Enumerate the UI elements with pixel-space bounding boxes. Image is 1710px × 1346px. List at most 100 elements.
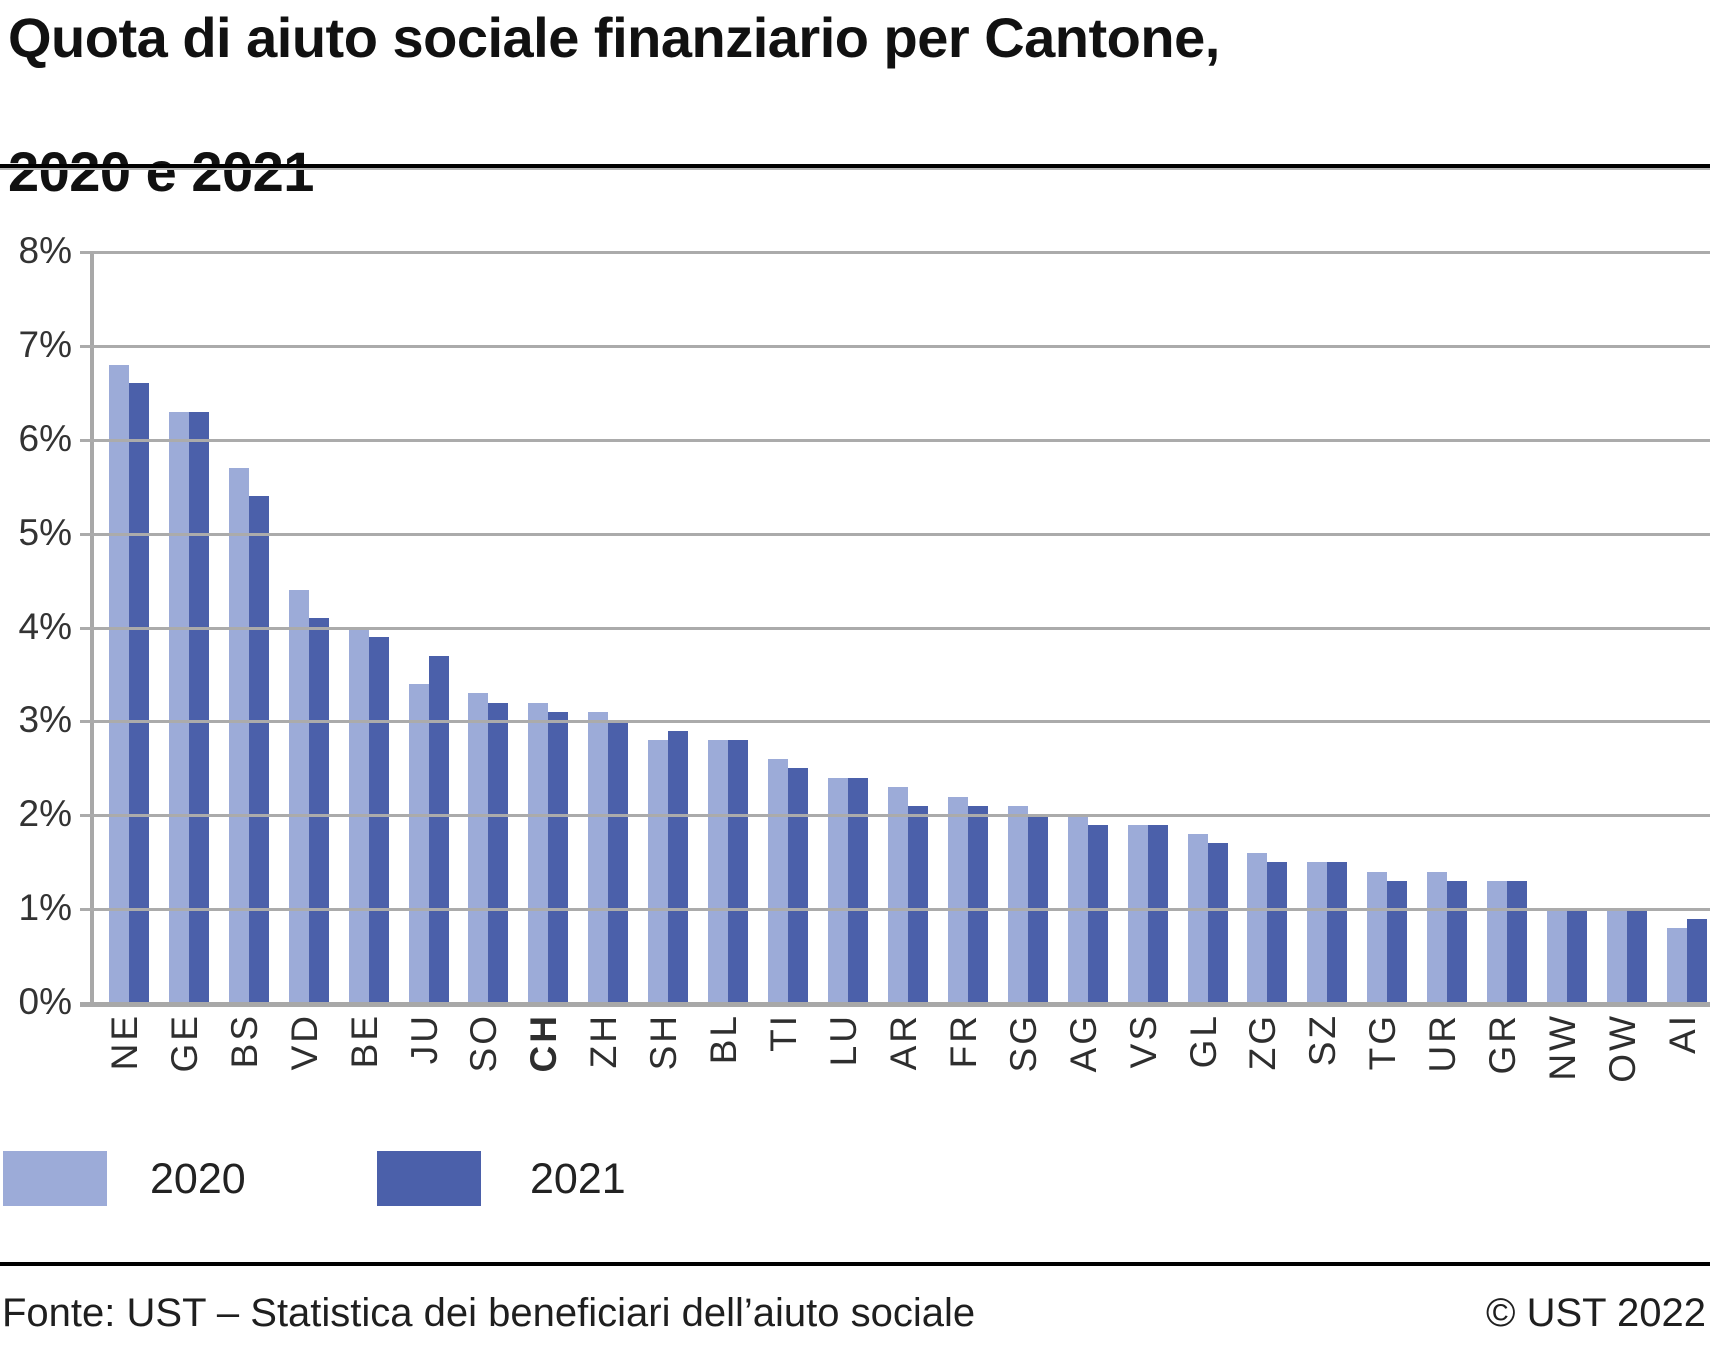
x-tick-label-SG: SG	[1002, 1013, 1044, 1073]
x-tick-label-GR: GR	[1482, 1013, 1524, 1075]
x-cell-SH: SH	[634, 1013, 694, 1113]
bar-BS-2020	[228, 467, 249, 1003]
bar-AR-2020	[887, 787, 908, 1003]
bar-group-LU	[818, 252, 878, 1003]
gridline-5pct	[80, 532, 1710, 536]
x-cell-TI: TI	[754, 1013, 814, 1113]
x-tick-label-AR: AR	[882, 1013, 924, 1071]
bar-BE-2021	[368, 636, 389, 1003]
x-tick-label-SH: SH	[643, 1013, 685, 1071]
bar-SO-2020	[468, 693, 489, 1003]
x-cell-AR: AR	[874, 1013, 934, 1113]
bar-group-NW	[1537, 252, 1597, 1003]
chart-title-line2: 2020 e 2021	[8, 140, 314, 203]
chart-title: Quota di aiuto sociale finanziario per C…	[8, 4, 1702, 205]
x-tick-label-BE: BE	[343, 1013, 385, 1069]
footer-source: Fonte: UST – Statistica dei beneficiari …	[2, 1291, 976, 1335]
bar-SO-2021	[488, 702, 509, 1003]
legend-swatch-2021	[377, 1151, 481, 1206]
x-cell-GR: GR	[1473, 1013, 1533, 1113]
y-tick-label-0pct: 0%	[18, 981, 72, 1022]
x-tick-label-OW: OW	[1602, 1013, 1643, 1083]
bar-BL-2021	[728, 740, 749, 1003]
x-tick-label-BS: BS	[223, 1013, 265, 1069]
bar-group-JU	[399, 252, 459, 1003]
bar-group-UR	[1417, 252, 1477, 1003]
bar-TI-2021	[788, 768, 809, 1003]
bar-NW-2021	[1567, 909, 1588, 1003]
bar-ZH-2020	[588, 712, 609, 1003]
x-cell-OW: OW	[1593, 1013, 1653, 1113]
y-tick-label-4pct: 4%	[18, 605, 72, 647]
x-cell-GE: GE	[155, 1013, 215, 1113]
chart-title-line1: Quota di aiuto sociale finanziario per C…	[8, 6, 1220, 69]
bar-group-VD	[279, 252, 339, 1003]
title-divider	[0, 164, 1710, 170]
x-cell-BL: BL	[694, 1013, 754, 1113]
x-tick-label-AG: AG	[1062, 1013, 1104, 1073]
bar-GL-2020	[1187, 834, 1208, 1003]
bar-group-TI	[758, 252, 818, 1003]
y-tick-label-7pct: 7%	[18, 323, 72, 365]
x-cell-VS: VS	[1114, 1013, 1174, 1113]
x-tick-label-BL: BL	[703, 1013, 745, 1065]
bar-group-AR	[878, 252, 938, 1003]
x-tick-label-SZ: SZ	[1302, 1013, 1344, 1067]
x-cell-AG: AG	[1054, 1013, 1114, 1113]
bar-group-BL	[698, 252, 758, 1003]
bar-ZG-2021	[1267, 862, 1288, 1003]
x-cell-BS: BS	[215, 1013, 275, 1113]
bar-OW-2021	[1627, 909, 1647, 1003]
bar-ZH-2021	[608, 721, 629, 1003]
x-cell-AI: AI	[1653, 1013, 1710, 1113]
bar-AI-2021	[1686, 918, 1707, 1003]
x-tick-label-ZH: ZH	[583, 1013, 625, 1069]
y-tick-label-2pct: 2%	[18, 793, 72, 835]
bar-LU-2020	[828, 777, 849, 1003]
x-cell-GL: GL	[1174, 1013, 1234, 1113]
x-tick-label-CH: CH	[523, 1013, 565, 1073]
x-cell-JU: JU	[395, 1013, 455, 1113]
bar-group-SO	[459, 252, 519, 1003]
x-cell-BE: BE	[335, 1013, 395, 1113]
bar-TG-2021	[1387, 881, 1408, 1003]
x-cell-ZG: ZG	[1234, 1013, 1294, 1113]
bar-group-CH	[518, 252, 578, 1003]
x-tick-label-TG: TG	[1362, 1013, 1404, 1071]
bar-AR-2021	[907, 805, 928, 1003]
bar-group-SZ	[1297, 252, 1357, 1003]
x-tick-label-TI: TI	[763, 1013, 805, 1052]
bars-row	[94, 252, 1710, 1003]
bar-AG-2021	[1087, 824, 1108, 1003]
plot-area	[80, 251, 1710, 1007]
x-tick-label-GL: GL	[1182, 1013, 1224, 1069]
x-tick-label-LU: LU	[823, 1013, 865, 1067]
x-cell-NW: NW	[1533, 1013, 1593, 1113]
bar-JU-2020	[408, 683, 429, 1003]
x-tick-label-NE: NE	[103, 1013, 145, 1071]
bar-VD-2020	[288, 589, 309, 1003]
bar-group-NE	[99, 252, 159, 1003]
bar-TI-2020	[768, 758, 789, 1003]
bar-GL-2021	[1207, 843, 1228, 1003]
x-tick-label-GE: GE	[163, 1013, 205, 1073]
x-cell-TG: TG	[1353, 1013, 1413, 1113]
x-tick-label-VS: VS	[1122, 1013, 1164, 1069]
bar-VS-2021	[1147, 824, 1168, 1003]
bar-group-TG	[1357, 252, 1417, 1003]
bar-BS-2021	[248, 496, 269, 1003]
gridline-1pct	[80, 908, 1710, 912]
bar-CH-2020	[528, 702, 549, 1003]
x-cell-UR: UR	[1413, 1013, 1473, 1113]
bar-LU-2021	[848, 777, 869, 1003]
legend-label-2020: 2020	[150, 1155, 246, 1203]
bar-group-AG	[1058, 252, 1118, 1003]
x-tick-label-UR: UR	[1422, 1013, 1464, 1073]
y-tick-label-1pct: 1%	[18, 887, 72, 929]
bar-GE-2021	[188, 411, 209, 1003]
legend-swatch-2020	[3, 1151, 107, 1206]
bar-GR-2020	[1487, 881, 1508, 1003]
x-tick-label-SO: SO	[463, 1013, 505, 1073]
x-tick-label-FR: FR	[942, 1013, 984, 1069]
gridline-2pct	[80, 814, 1710, 818]
